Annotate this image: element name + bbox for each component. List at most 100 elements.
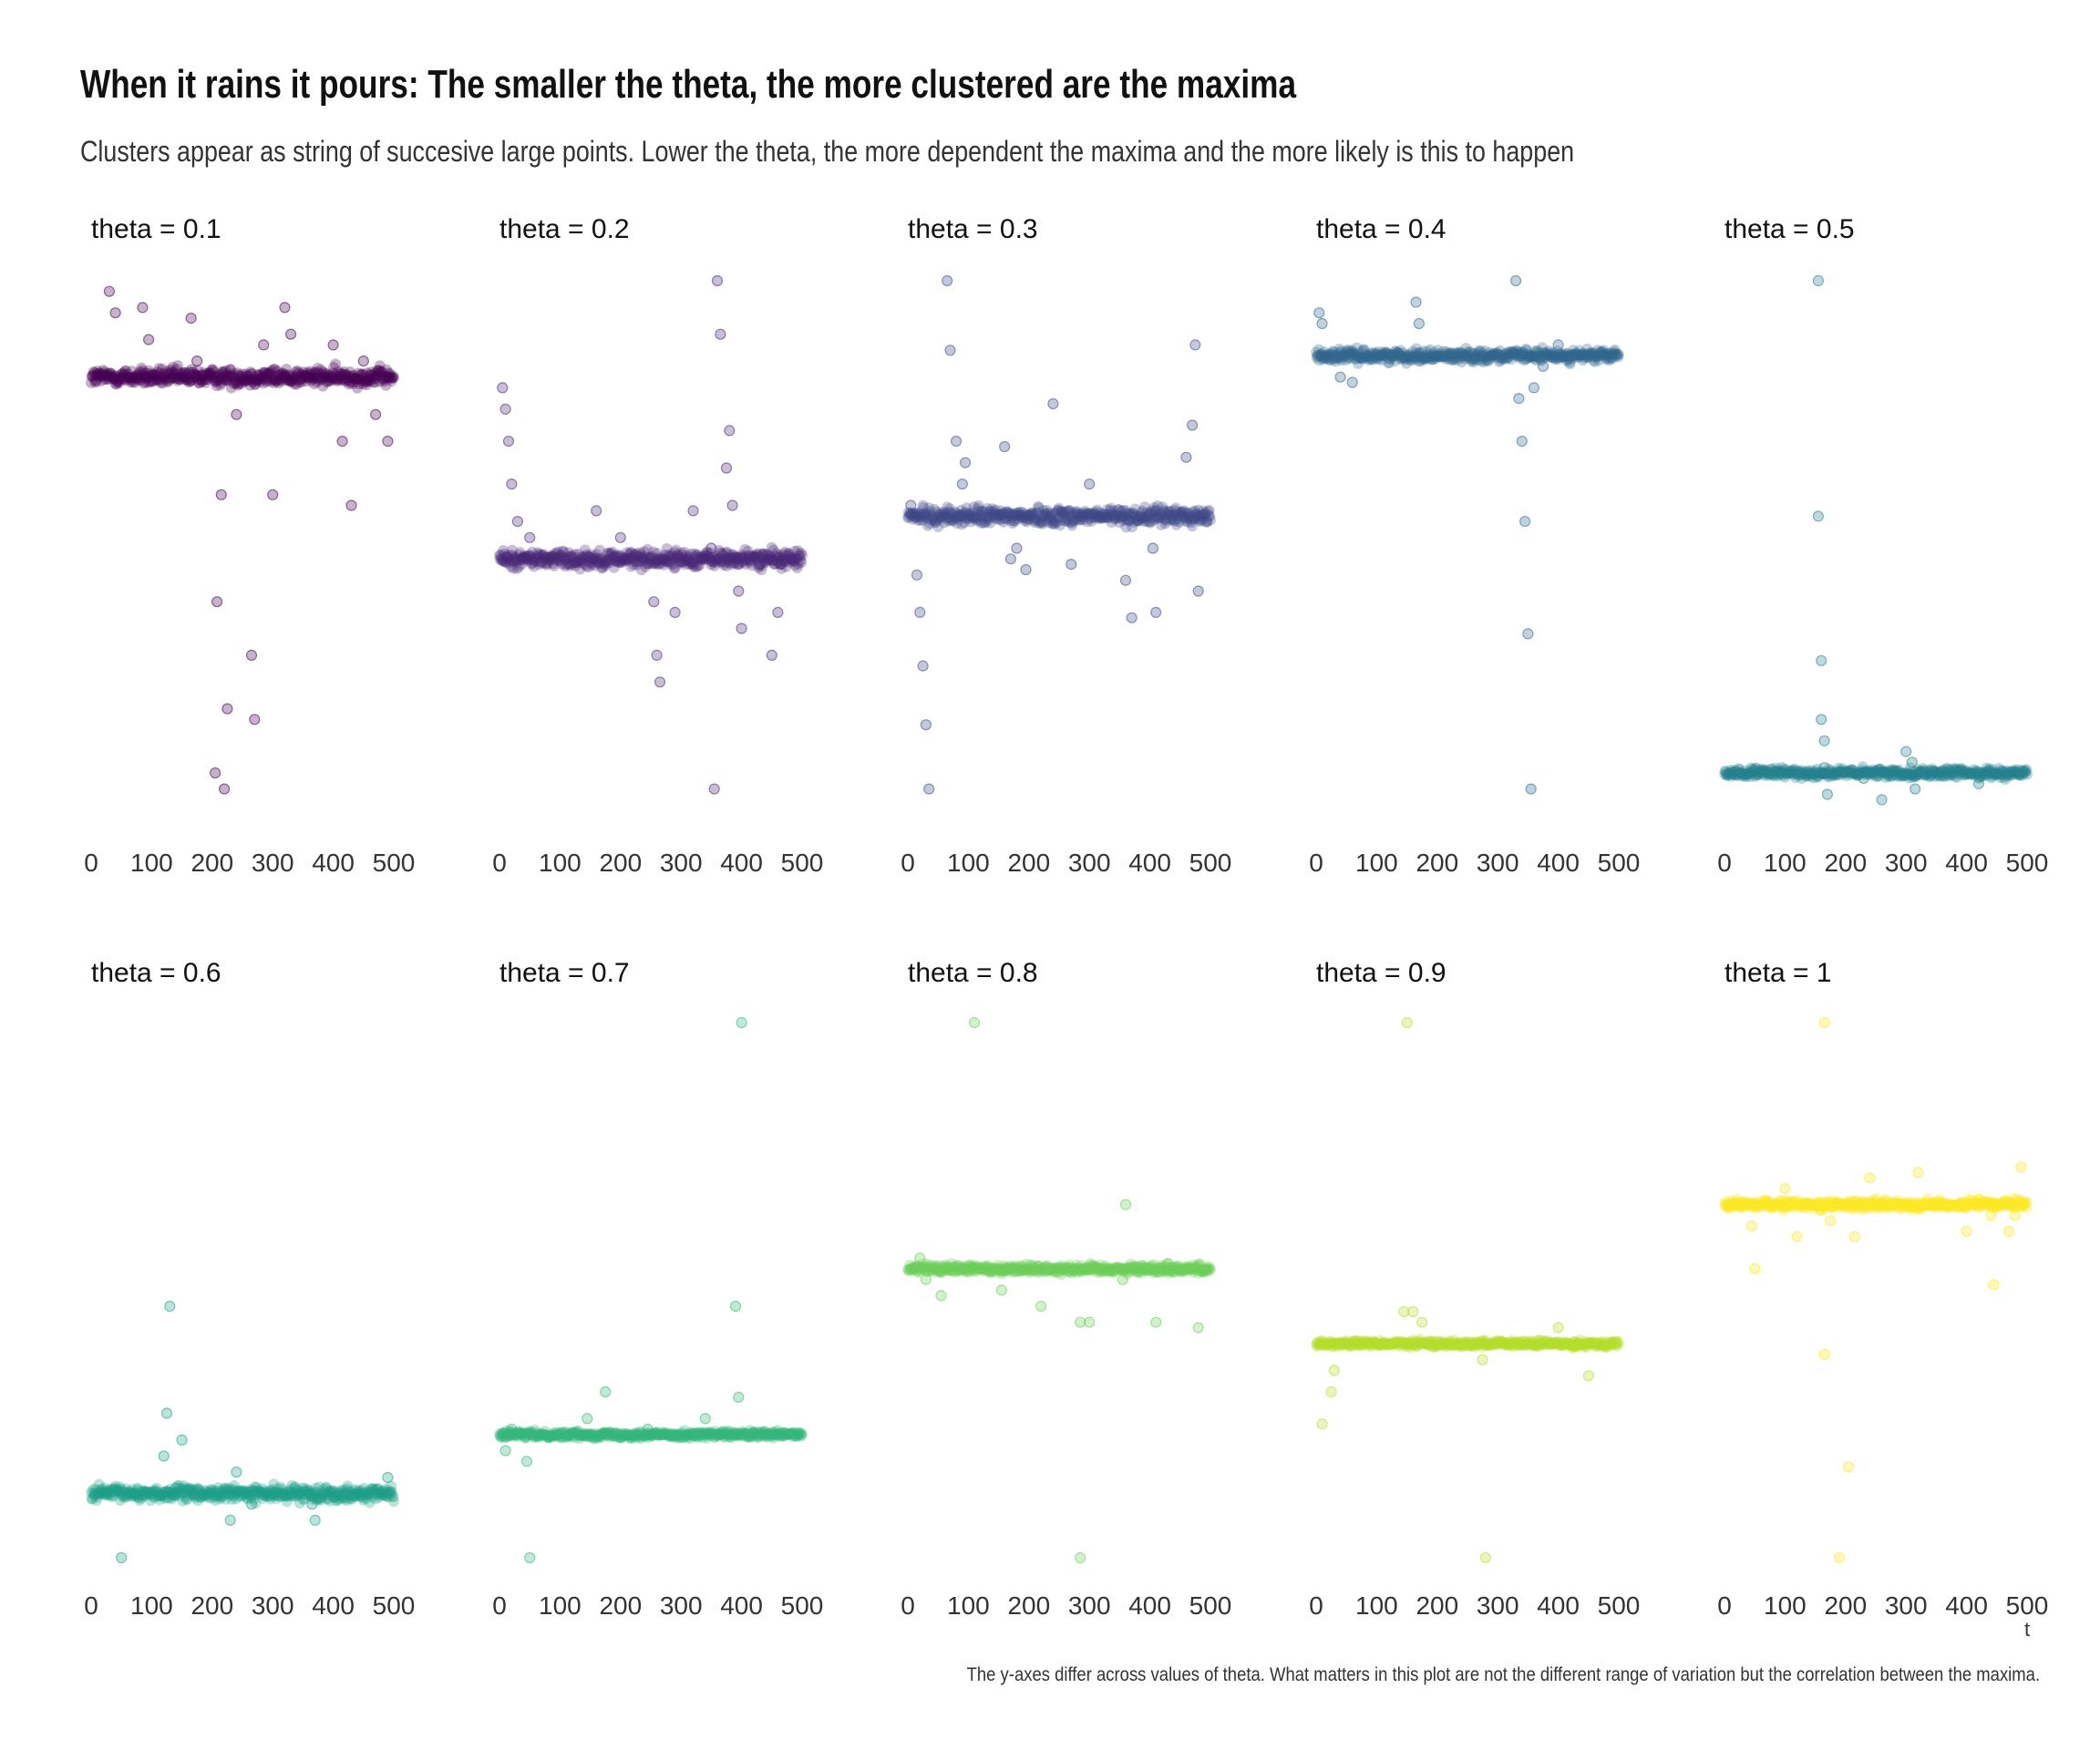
data-point	[752, 548, 764, 560]
x-tick-label: 400	[1537, 1591, 1580, 1620]
data-point	[1113, 504, 1125, 516]
data-point	[694, 559, 705, 571]
data-point	[1114, 512, 1126, 524]
data-point	[226, 370, 238, 382]
data-point	[181, 374, 193, 386]
data-point	[1147, 542, 1159, 554]
data-point	[555, 555, 567, 567]
data-point	[598, 554, 610, 566]
data-point	[319, 370, 331, 382]
data-point	[1143, 516, 1155, 528]
data-point	[556, 558, 568, 570]
data-point	[339, 374, 351, 386]
data-point	[1022, 509, 1034, 520]
data-point	[1134, 510, 1146, 522]
data-point	[198, 366, 210, 378]
data-point	[738, 552, 750, 564]
data-point	[1054, 510, 1065, 522]
data-point	[230, 375, 242, 386]
data-point	[1122, 507, 1134, 519]
data-point	[540, 551, 552, 563]
data-point	[1140, 516, 1152, 527]
data-point	[595, 552, 607, 564]
data-point	[188, 372, 200, 384]
data-point	[661, 553, 672, 565]
data-point	[160, 374, 171, 386]
data-point	[1072, 513, 1084, 525]
data-point	[533, 559, 545, 571]
data-point	[790, 552, 802, 564]
data-point	[518, 551, 530, 563]
data-point	[607, 554, 619, 566]
data-point	[747, 551, 759, 562]
data-point	[522, 553, 534, 565]
data-point	[286, 374, 298, 386]
data-point	[794, 551, 806, 562]
data-point	[328, 362, 340, 374]
data-point	[245, 368, 257, 380]
data-point	[949, 506, 961, 518]
data-point	[687, 561, 699, 572]
data-point	[910, 511, 921, 523]
data-point	[205, 369, 217, 381]
data-point	[632, 551, 643, 562]
x-tick-label: 100	[1764, 849, 1807, 877]
data-point	[684, 559, 695, 570]
data-point	[306, 368, 318, 379]
data-point	[1032, 507, 1044, 519]
data-point	[954, 510, 966, 522]
data-point	[1103, 510, 1115, 522]
data-point	[969, 510, 981, 522]
data-point	[520, 553, 531, 565]
data-point	[667, 559, 679, 571]
data-point	[976, 505, 988, 517]
data-point	[606, 552, 618, 564]
data-point	[1900, 746, 1912, 757]
x-tick-label: 300	[660, 849, 703, 877]
data-point	[186, 364, 198, 376]
data-point	[526, 546, 538, 558]
data-point	[109, 307, 121, 319]
data-point	[200, 369, 211, 381]
data-point	[980, 515, 992, 527]
data-point	[1044, 508, 1055, 519]
data-point	[236, 371, 248, 383]
data-point	[227, 371, 239, 383]
data-point	[266, 372, 278, 384]
data-point	[233, 378, 245, 390]
data-point	[1142, 510, 1154, 522]
data-point	[262, 367, 274, 379]
data-point	[592, 555, 603, 567]
data-point	[751, 550, 763, 561]
data-point	[908, 510, 919, 522]
data-point	[1116, 506, 1127, 517]
data-point	[1118, 510, 1130, 522]
data-point	[1147, 505, 1158, 516]
data-point	[1027, 509, 1039, 520]
data-point	[213, 370, 225, 382]
data-point	[948, 512, 960, 524]
data-point	[676, 550, 688, 561]
data-point	[211, 376, 222, 387]
data-point	[599, 560, 611, 571]
data-point	[561, 551, 573, 562]
data-point	[352, 374, 364, 385]
data-point	[114, 373, 126, 384]
data-point	[961, 502, 973, 514]
data-point	[1821, 788, 1834, 800]
data-point	[965, 511, 977, 523]
data-point	[500, 551, 512, 563]
data-point	[1083, 510, 1095, 521]
data-point	[915, 511, 927, 523]
data-point	[761, 549, 773, 561]
data-point	[582, 561, 594, 573]
data-point	[274, 374, 286, 386]
data-point	[1477, 1354, 1488, 1365]
data-point	[699, 554, 711, 565]
data-point	[714, 553, 726, 565]
data-point	[204, 370, 216, 382]
data-point	[788, 553, 798, 565]
data-point	[376, 371, 388, 383]
data-point	[683, 551, 695, 563]
data-point	[1023, 510, 1035, 521]
